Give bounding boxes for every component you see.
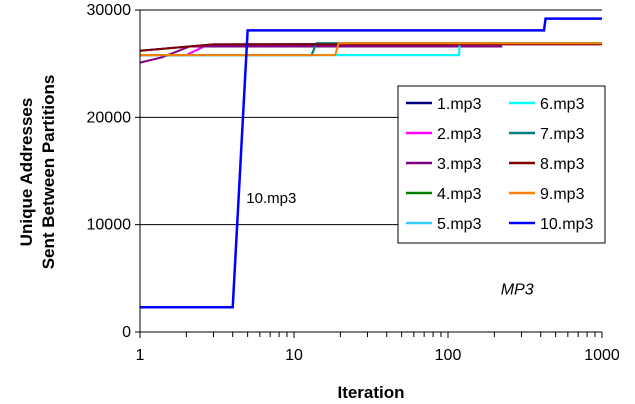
y-tick-label: 30000: [87, 2, 132, 19]
legend-label: 9.mp3: [540, 186, 585, 203]
legend-label: 10.mp3: [540, 216, 593, 233]
legend-label: 1.mp3: [437, 96, 482, 113]
series-layer: [139, 17, 603, 309]
y-tick-label: 0: [122, 324, 131, 341]
x-tick-label: 100: [435, 347, 462, 364]
ticks: 0 10000 20000 30000 1 10 100 1000: [87, 2, 620, 364]
series-line-10-mp3: [140, 17, 602, 309]
series-line-9-mp3: [140, 42, 602, 57]
y-axis-title-line2: Sent Between Partitions: [39, 75, 58, 270]
x-axis-title: Iteration: [337, 383, 404, 402]
series-line-8-mp3: [139, 43, 602, 52]
legend-label: 2.mp3: [437, 126, 482, 143]
legend-label: 3.mp3: [437, 156, 482, 173]
series-annotation-10-mp3: 10.mp3: [246, 190, 296, 207]
legend-label: 4.mp3: [437, 186, 482, 203]
axes: [139, 10, 602, 333]
y-tick-label: 10000: [87, 217, 132, 234]
legend-label: 5.mp3: [437, 216, 482, 233]
axis-titles: Iteration Unique Addresses Sent Between …: [17, 75, 405, 402]
x-tick-label: 1: [136, 347, 145, 364]
legend-label: 8.mp3: [540, 156, 585, 173]
y-axis-title-line1: Unique Addresses: [17, 98, 36, 247]
series-line-3-mp3: [139, 45, 503, 64]
legend-box: [397, 85, 606, 244]
x-tick-label: 10: [285, 347, 303, 364]
y-tick-label: 20000: [87, 109, 132, 126]
x-tick-label: 1000: [584, 347, 620, 364]
legend: 1.mp3 6.mp3 2.mp3 7.mp3 3.mp3 8.mp3 4.mp3 9.mp3…: [397, 85, 606, 244]
legend-label: 7.mp3: [540, 126, 585, 143]
chart-annotation-mp3: MP3: [501, 281, 534, 298]
annotations: 10.mp3 MP3: [246, 190, 533, 298]
legend-label: 6.mp3: [540, 96, 585, 113]
